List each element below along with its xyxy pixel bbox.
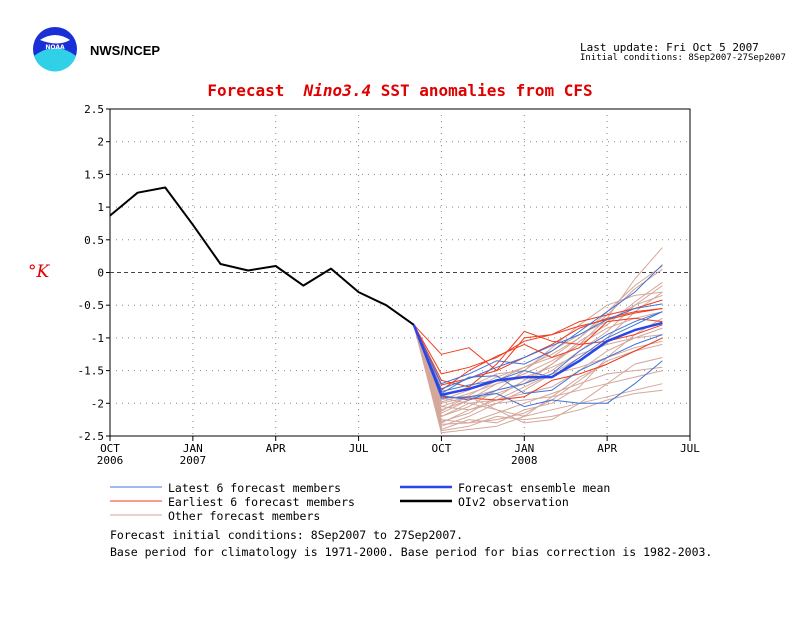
x-tick-year: 2006 bbox=[97, 454, 124, 467]
x-tick-year: 2008 bbox=[511, 454, 538, 467]
series-observation bbox=[109, 186, 415, 326]
series-latest-member bbox=[413, 324, 663, 408]
series-latest-member bbox=[413, 324, 663, 394]
initial-conditions-short: Initial conditions: 8Sep2007-27Sep2007 bbox=[580, 53, 786, 63]
y-tick-label: -2 bbox=[91, 397, 104, 410]
agency-label: NWS/NCEP bbox=[90, 43, 161, 58]
last-update: Last update: Fri Oct 5 2007 bbox=[580, 41, 759, 54]
legend-label-mean: Forecast ensemble mean bbox=[458, 481, 611, 495]
y-tick-label: 0 bbox=[97, 267, 104, 280]
y-tick-label: -2.5 bbox=[78, 430, 105, 443]
x-tick-label: JUL bbox=[680, 442, 700, 455]
series-other-member bbox=[413, 281, 663, 423]
x-tick-label: JAN bbox=[183, 442, 203, 455]
series-other-member bbox=[413, 324, 663, 432]
series-other-member bbox=[413, 324, 663, 411]
legend-lines bbox=[110, 485, 452, 516]
x-tick-year: 2007 bbox=[180, 454, 207, 467]
grid bbox=[110, 109, 690, 436]
y-tick-label: 2 bbox=[97, 136, 104, 149]
x-tick-label: JUL bbox=[349, 442, 369, 455]
title-region: Nino3.4 bbox=[303, 81, 372, 100]
series-ensemble-mean bbox=[412, 321, 663, 397]
legend-label-latest: Latest 6 forecast members bbox=[168, 481, 342, 495]
x-tick-label: OCT bbox=[100, 442, 120, 455]
series-other-member bbox=[413, 324, 663, 425]
y-tick-label: 0.5 bbox=[84, 234, 104, 247]
title-suffix: SST anomalies from CFS bbox=[380, 81, 593, 100]
series-latest-member bbox=[413, 303, 663, 390]
noaa-logo-icon: NOAA bbox=[33, 27, 77, 72]
chart-title: Forecast Nino3.4 SST anomalies from CFS bbox=[0, 81, 800, 100]
legend-label-earliest: Earliest 6 forecast members bbox=[168, 495, 355, 509]
series-other-member bbox=[413, 311, 663, 414]
legend-label-observation: OIv2 observation bbox=[458, 495, 569, 509]
series-earliest-member bbox=[413, 317, 663, 391]
title-prefix: Forecast bbox=[207, 81, 285, 100]
series-other-member bbox=[413, 324, 663, 424]
series-latest-member bbox=[413, 264, 663, 385]
x-tick-label: JAN bbox=[514, 442, 534, 455]
series-other-member bbox=[413, 291, 663, 417]
axes: 2.521.510.50-0.5-1-1.5-2-2.5OCT2006JAN20… bbox=[78, 103, 701, 467]
x-tick-label: OCT bbox=[431, 442, 451, 455]
y-tick-label: 1.5 bbox=[84, 168, 104, 181]
footer-initial-conditions: Forecast initial conditions: 8Sep2007 to… bbox=[110, 528, 464, 542]
series-other-member bbox=[413, 324, 663, 424]
y-tick-label: 2.5 bbox=[84, 103, 104, 116]
y-tick-label: -0.5 bbox=[78, 299, 105, 312]
y-tick-label: 1 bbox=[97, 201, 104, 214]
series-layer bbox=[109, 186, 663, 434]
series-latest-member bbox=[413, 311, 663, 392]
y-axis-label: °K bbox=[28, 262, 50, 282]
x-tick-label: APR bbox=[597, 442, 617, 455]
y-tick-label: -1.5 bbox=[78, 365, 105, 378]
series-earliest-member bbox=[413, 308, 663, 375]
noaa-logo-text: NOAA bbox=[45, 44, 65, 51]
x-tick-label: APR bbox=[266, 442, 286, 455]
series-other-member bbox=[413, 324, 663, 404]
legend-label-other: Other forecast members bbox=[168, 509, 321, 523]
footer-base-period: Base period for climatology is 1971-2000… bbox=[110, 545, 713, 559]
y-tick-label: -1 bbox=[91, 332, 104, 345]
